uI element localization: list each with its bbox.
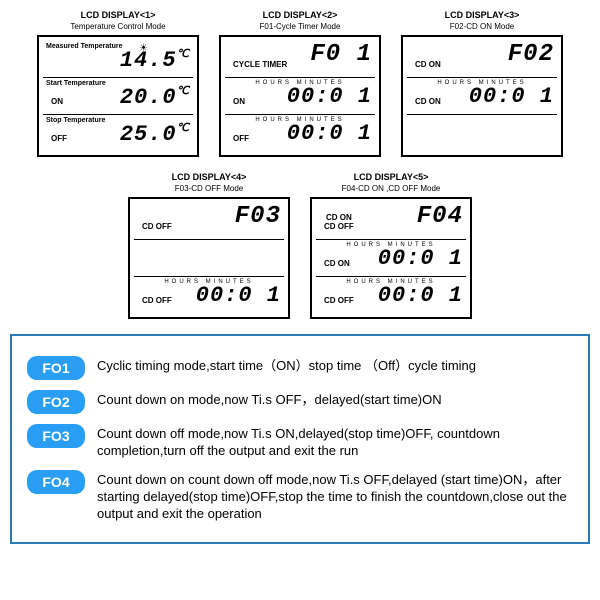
lcd-section: CD ONF02 [407, 41, 557, 78]
sun-icon: ☀ [139, 43, 148, 54]
lcd-section [407, 115, 557, 151]
lcd-unit: ℃ [177, 86, 190, 98]
legend-text: Count down on mode,now Ti.s OFF，delayed(… [97, 390, 442, 409]
lcd-value: 14.5℃ [46, 50, 190, 72]
display-subtitle: F03-CD OFF Mode [128, 184, 290, 193]
lcd-section: HOURS MINUTESCD ON00:0 1 [316, 240, 466, 277]
legend-row: FO1 Cyclic timing mode,start time（ON）stop… [27, 356, 573, 380]
lcd-state: CD ON CD OFF [324, 213, 354, 231]
display-subtitle: F04-CD ON ,CD OFF Mode [310, 184, 472, 193]
lcd-display: LCD DISPLAY<5> F04-CD ON ,CD OFF Mode CD O… [310, 172, 472, 319]
lcd-panel: Measured Temperature☀14.5℃Start Temperat… [37, 35, 199, 157]
lcd-state: OFF [51, 134, 67, 143]
mode-badge: FO4 [27, 470, 85, 494]
lcd-display: LCD DISPLAY<4> F03-CD OFF Mode CD OFFF03 H… [128, 172, 290, 319]
display-title: LCD DISPLAY<1> [37, 10, 199, 20]
lcd-state: CYCLE TIMER [233, 60, 287, 69]
lcd-panel: CD ON CD OFFF04HOURS MINUTESCD ON00:0 1H… [310, 197, 472, 319]
lcd-value [137, 242, 281, 264]
lcd-state: ON [233, 97, 245, 106]
lcd-state: CD ON [415, 97, 441, 106]
display-subtitle: F02-CD ON Mode [401, 22, 563, 31]
lcd-state: CD OFF [324, 296, 354, 305]
mode-badge: FO3 [27, 424, 85, 448]
lcd-display: LCD DISPLAY<1> Temperature Control Mode Me… [37, 10, 199, 157]
legend-row: FO4 Count down on count down off mode,now… [27, 470, 573, 523]
lcd-panel: CD OFFF03 HOURS MINUTESCD OFF00:0 1 [128, 197, 290, 319]
display-title: LCD DISPLAY<4> [128, 172, 290, 182]
display-subtitle: F01-Cycle Timer Mode [219, 22, 381, 31]
lcd-section: HOURS MINUTESOFF00:0 1 [225, 115, 375, 151]
lcd-display: LCD DISPLAY<3> F02-CD ON Mode CD ONF02HOUR… [401, 10, 563, 157]
legend-row: FO3 Count down off mode,now Ti.s ON,delay… [27, 424, 573, 460]
lcd-value: 20.0℃ [46, 87, 190, 109]
display-subtitle: Temperature Control Mode [37, 22, 199, 31]
lcd-value [410, 117, 554, 139]
legend-text: Count down on count down off mode,now Ti… [97, 470, 573, 523]
mode-badge: FO2 [27, 390, 85, 414]
lcd-panel: CD ONF02HOURS MINUTESCD ON00:0 1 [401, 35, 563, 157]
lcd-section: Stop TemperatureOFF25.0℃ [43, 115, 193, 151]
lcd-panel: CYCLE TIMERF0 1HOURS MINUTESON00:0 1HOUR… [219, 35, 381, 157]
lcd-section: HOURS MINUTESCD ON00:0 1 [407, 78, 557, 115]
lcd-display: LCD DISPLAY<2> F01-Cycle Timer Mode CYCLE … [219, 10, 381, 157]
lcd-unit: ℃ [177, 123, 190, 135]
lcd-state: ON [51, 97, 63, 106]
lcd-section: Measured Temperature☀14.5℃ [43, 41, 193, 78]
legend-box: FO1 Cyclic timing mode,start time（ON）stop… [10, 334, 590, 544]
lcd-section: HOURS MINUTESON00:0 1 [225, 78, 375, 115]
lcd-section: CYCLE TIMERF0 1 [225, 41, 375, 78]
lcd-value: 00:0 1 [228, 123, 372, 145]
lcd-section [134, 240, 284, 277]
lcd-section: HOURS MINUTESCD OFF00:0 1 [134, 277, 284, 313]
lcd-state: CD ON [415, 60, 441, 69]
lcd-value: 25.0℃ [46, 124, 190, 146]
lcd-state: OFF [233, 134, 249, 143]
lcd-section: CD ON CD OFFF04 [316, 203, 466, 240]
display-title: LCD DISPLAY<3> [401, 10, 563, 20]
display-row-2: LCD DISPLAY<4> F03-CD OFF Mode CD OFFF03 H… [10, 172, 590, 319]
lcd-value: 00:0 1 [228, 86, 372, 108]
lcd-unit: ℃ [177, 49, 190, 61]
display-title: LCD DISPLAY<5> [310, 172, 472, 182]
lcd-state: CD OFF [142, 296, 172, 305]
legend-text: Cyclic timing mode,start time（ON）stop ti… [97, 356, 476, 375]
display-title: LCD DISPLAY<2> [219, 10, 381, 20]
mode-badge: FO1 [27, 356, 85, 380]
legend-row: FO2 Count down on mode,now Ti.s OFF，delay… [27, 390, 573, 414]
legend-text: Count down off mode,now Ti.s ON,delayed(… [97, 424, 573, 460]
lcd-state: CD OFF [142, 222, 172, 231]
lcd-section: CD OFFF03 [134, 203, 284, 240]
lcd-section: Start TemperatureON20.0℃ [43, 78, 193, 115]
lcd-state: CD ON [324, 259, 350, 268]
lcd-section: HOURS MINUTESCD OFF00:0 1 [316, 277, 466, 313]
display-row-1: LCD DISPLAY<1> Temperature Control Mode Me… [10, 10, 590, 157]
